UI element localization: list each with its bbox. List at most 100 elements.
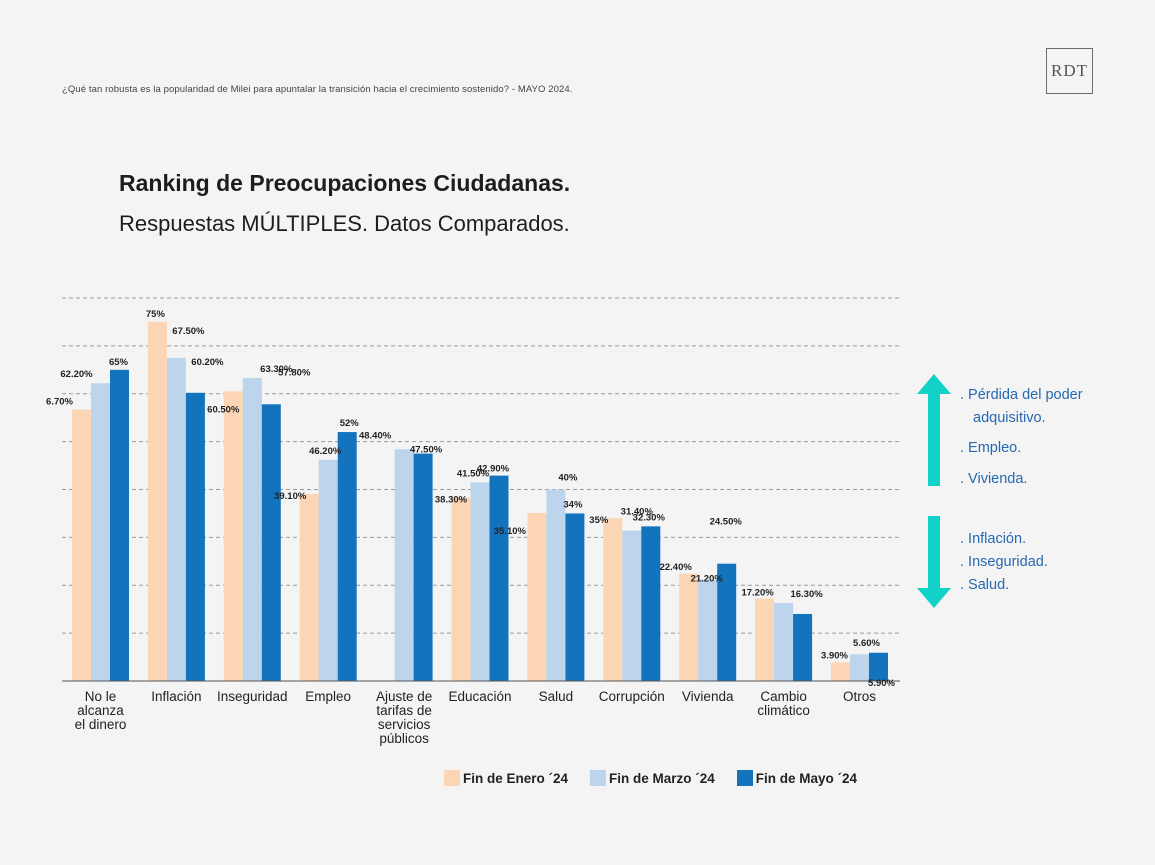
bar: [72, 409, 91, 681]
bar: [91, 383, 110, 681]
chart-title: Ranking de Preocupaciones Ciudadanas.: [119, 170, 571, 196]
category-label: Salud: [539, 689, 574, 704]
bar: [603, 518, 623, 681]
category-label: Ajuste de: [376, 689, 432, 704]
legend-item-mayo: Fin de Mayo ´24: [736, 770, 858, 786]
category-label: Cambio: [760, 689, 807, 704]
category-label: públicos: [379, 731, 429, 746]
annot-up-perdida: . Pérdida del poder: [960, 387, 1083, 403]
category-label: Vivienda: [682, 689, 734, 704]
data-label: 34%: [563, 499, 583, 510]
category-label: el dinero: [75, 717, 127, 732]
data-label: 60.50%: [207, 404, 240, 415]
arrow-down-icon: [917, 516, 951, 608]
bar: [223, 391, 243, 681]
annot-down-salud: . Salud.: [960, 577, 1010, 593]
category-label: Inflación: [151, 689, 201, 704]
category-label: Otros: [843, 689, 876, 704]
annot-up-adquisitivo: adquisitivo.: [973, 410, 1046, 426]
bar: [413, 453, 433, 681]
category-label: Corrupción: [599, 689, 665, 704]
data-label: 24.50%: [710, 517, 743, 528]
bar: [755, 598, 775, 681]
data-label: 5.60%: [853, 638, 880, 649]
bar: [185, 392, 205, 681]
data-label: 57.80%: [278, 367, 311, 378]
data-label: 17.20%: [741, 588, 774, 599]
data-label: 75%: [146, 309, 166, 320]
bar: [717, 563, 737, 681]
category-label: tarifas de: [376, 703, 432, 718]
legend-swatch-enero: [444, 770, 460, 786]
annot-up-vivienda: . Vivienda.: [960, 471, 1028, 487]
annot-up-empleo: . Empleo.: [960, 440, 1022, 456]
category-label: climático: [757, 703, 810, 718]
data-label: 21.20%: [691, 574, 724, 585]
data-label: 41.50%: [457, 468, 490, 479]
bar: [489, 475, 509, 681]
bar: [261, 404, 281, 681]
bar: [299, 493, 319, 681]
legend-item-marzo: Fin de Marzo ´24: [590, 770, 715, 786]
legend-swatch-marzo: [590, 770, 607, 786]
data-label: 31.40%: [621, 507, 654, 518]
data-label: 3.90%: [821, 650, 848, 661]
bar: [546, 489, 566, 681]
legend-label-enero: Fin de Enero ´24: [463, 770, 569, 786]
category-label: Educación: [448, 689, 511, 704]
data-label: 40%: [558, 473, 578, 484]
bar: [850, 654, 869, 681]
data-label: 52%: [340, 418, 360, 429]
chart-subtitle: Respuestas MÚLTIPLES. Datos Comparados.: [119, 211, 570, 236]
data-label: 63.30%: [260, 364, 293, 375]
bar: [679, 573, 699, 681]
bar: [110, 369, 129, 681]
data-label: 46.20%: [309, 446, 342, 457]
data-label: 62.20%: [60, 369, 93, 380]
chart-legend: Fin de Enero ´24 Fin de Marzo ´24 Fin de…: [444, 770, 857, 786]
bar: [774, 602, 794, 681]
arrow-up-icon: [917, 374, 951, 486]
bar: [242, 377, 262, 681]
data-label: 6.70%: [46, 397, 73, 408]
data-label: 67.50%: [172, 326, 205, 337]
data-label: 35%: [589, 515, 609, 526]
bar: [698, 579, 718, 681]
bar: [318, 459, 338, 681]
legend-swatch-mayo: [736, 770, 753, 786]
bar: [394, 449, 414, 681]
legend-label-mayo: Fin de Mayo ´24: [755, 770, 858, 786]
bar: [451, 497, 471, 681]
data-label: 5.90%: [868, 678, 895, 689]
bar: [869, 652, 888, 681]
bar: [337, 432, 357, 681]
data-label: 32.30%: [633, 512, 666, 523]
legend-label-marzo: Fin de Marzo ´24: [609, 770, 715, 786]
bar: [166, 357, 186, 681]
rdt-logo: RDT: [1046, 48, 1093, 94]
data-label: 65%: [109, 357, 129, 368]
data-label: 38.30%: [435, 495, 468, 506]
data-label: 35.10%: [494, 526, 527, 537]
bar: [641, 526, 661, 681]
data-label: 39.10%: [274, 491, 307, 502]
bar: [527, 512, 547, 681]
category-label: servicios: [378, 717, 431, 732]
report-subtitle-line: ¿Qué tan robusta es la popularidad de Mi…: [62, 84, 573, 95]
category-label: alcanza: [77, 703, 124, 718]
data-label: 48.40%: [359, 430, 392, 441]
bar: [470, 482, 490, 681]
category-label: Empleo: [305, 689, 351, 704]
data-label: 16.30%: [790, 589, 823, 600]
data-label: 47.50%: [410, 445, 443, 456]
bar: [565, 513, 585, 681]
annotation-down: . Inflación. . Inseguridad. . Salud.: [960, 528, 1048, 597]
bar: [622, 530, 642, 681]
data-label: 42.90%: [477, 464, 510, 475]
category-label: No le: [85, 689, 117, 704]
data-label: 60.20%: [191, 357, 224, 368]
category-label: Inseguridad: [217, 689, 288, 704]
annot-down-inflacion: . Inflación.: [960, 531, 1027, 547]
data-label: 22.40%: [660, 562, 693, 573]
